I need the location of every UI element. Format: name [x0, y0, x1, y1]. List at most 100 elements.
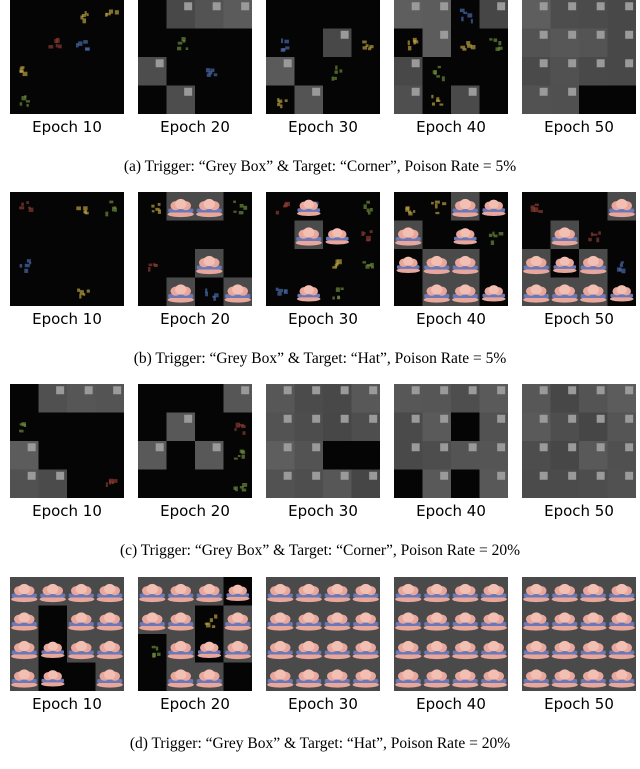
sample-cell: [522, 28, 551, 57]
sample-cell: [550, 85, 579, 114]
sample-cell: [225, 584, 250, 601]
epoch-label: Epoch 10: [32, 310, 102, 328]
sample-cell: [10, 469, 39, 498]
sample-grid-image: [266, 577, 380, 691]
sample-cell: [550, 412, 579, 441]
sample-cell: [579, 634, 608, 663]
sample-cell: [579, 277, 608, 306]
epoch-label: Epoch 40: [416, 502, 486, 520]
sample-cell: [479, 412, 508, 441]
epoch-label: Epoch 20: [160, 695, 230, 713]
sample-cell: [233, 449, 246, 460]
sample-cell: [431, 94, 444, 106]
sample-cell: [394, 441, 423, 470]
sample-cell: [223, 384, 252, 413]
sample-cell: [151, 645, 161, 658]
sample-cell: [522, 0, 551, 29]
sample-cell: [166, 412, 195, 441]
sample-cell: [607, 192, 636, 221]
epoch-label: Epoch 10: [32, 118, 102, 136]
sample-cell: [530, 203, 544, 213]
sample-cell: [451, 192, 480, 221]
sample-cell: [451, 85, 480, 114]
sample-cell: [332, 287, 344, 300]
sample-cell: [138, 577, 167, 606]
sample-cell: [607, 662, 636, 691]
sample-cell: [422, 577, 451, 606]
epoch-label: Epoch 50: [544, 118, 614, 136]
epoch-label: Epoch 50: [544, 695, 614, 713]
sample-cell: [351, 577, 380, 606]
sample-cell: [234, 422, 246, 435]
epoch-label: Epoch 50: [544, 310, 614, 328]
sample-cell: [351, 384, 380, 413]
epoch-label: Epoch 30: [288, 502, 358, 520]
sample-cell: [451, 441, 480, 470]
sample-cell: [204, 614, 218, 629]
sample-cell: [223, 0, 252, 29]
sample-cell: [489, 38, 503, 52]
sample-cell: [10, 441, 39, 470]
sample-cell: [19, 259, 32, 273]
sample-cell: [405, 206, 416, 216]
sample-cell: [451, 577, 480, 606]
sample-cell: [481, 199, 506, 216]
sample-cell: [451, 634, 480, 663]
sample-grid-image: [522, 577, 636, 691]
sample-grid-image: [138, 192, 252, 306]
sample-cell: [451, 662, 480, 691]
sample-cell: [451, 605, 480, 634]
sample-cell: [10, 634, 39, 663]
sample-cell: [332, 259, 342, 269]
sample-cell: [607, 441, 636, 470]
epoch-label: Epoch 10: [32, 502, 102, 520]
sample-cell: [95, 605, 124, 634]
sample-cell: [166, 662, 195, 691]
sample-cell: [195, 441, 224, 470]
sample-cell: [38, 469, 67, 498]
sample-cell: [296, 285, 321, 302]
sample-cell: [233, 483, 248, 492]
sample-cell: [80, 11, 89, 24]
sample-grid-image: [522, 384, 636, 498]
sample-cell: [77, 288, 90, 299]
sample-cell: [479, 662, 508, 691]
sample-cell: [407, 37, 419, 51]
sample-cell: [40, 670, 65, 687]
sample-cell: [550, 441, 579, 470]
sample-cell: [323, 634, 352, 663]
sample-cell: [394, 0, 423, 29]
sample-cell: [195, 577, 224, 606]
sample-cell: [38, 384, 67, 413]
sample-cell: [479, 384, 508, 413]
sample-cell: [453, 228, 478, 245]
sample-cell: [394, 662, 423, 691]
sample-cell: [105, 478, 118, 488]
sample-cell: [266, 57, 295, 86]
sample-cell: [451, 277, 480, 306]
sample-cell: [67, 577, 96, 606]
sample-cell: [522, 469, 551, 498]
sample-cell: [522, 412, 551, 441]
sample-cell: [607, 412, 636, 441]
sample-cell: [266, 441, 295, 470]
epoch-label: Epoch 20: [160, 502, 230, 520]
sample-cell: [294, 634, 323, 663]
sample-cell: [609, 285, 634, 302]
sample-cell: [95, 662, 124, 691]
sample-cell: [422, 28, 451, 57]
sample-cell: [432, 65, 445, 82]
sample-cell: [394, 634, 423, 663]
sample-cell: [166, 605, 195, 634]
sample-cell: [394, 577, 423, 606]
sample-cell: [275, 287, 288, 296]
sample-grid-image: [10, 192, 124, 306]
sample-cell: [550, 469, 579, 498]
sample-cell: [166, 277, 195, 306]
sample-cell: [166, 0, 195, 29]
sample-cell: [323, 605, 352, 634]
sample-cell: [394, 384, 423, 413]
sample-grid-image: [266, 384, 380, 498]
sample-cell: [362, 261, 374, 269]
sample-cell: [607, 384, 636, 413]
